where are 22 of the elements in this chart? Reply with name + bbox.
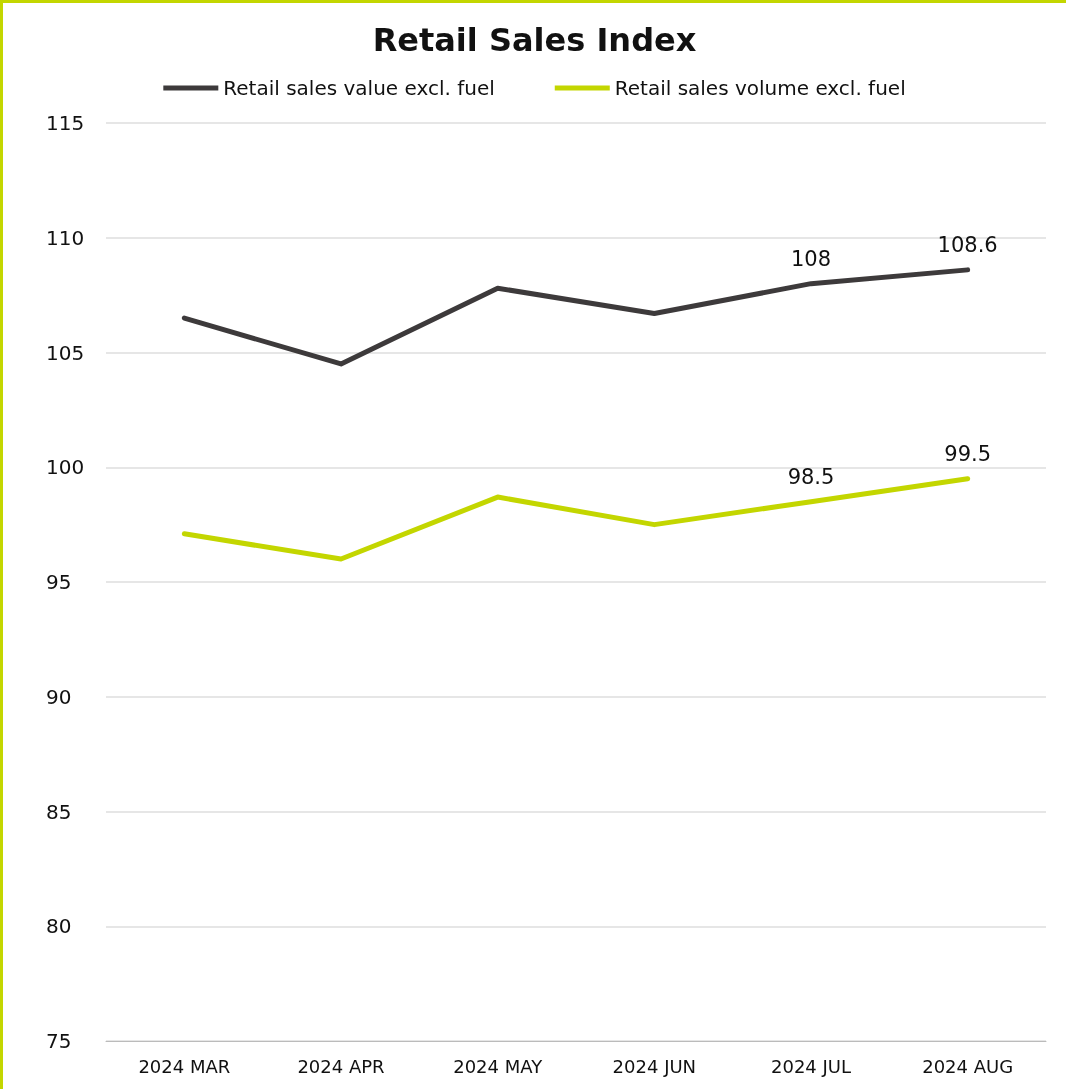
y-tick-label: 110 — [46, 225, 85, 250]
x-tick-label: 2024 APR — [297, 1055, 385, 1077]
y-tick-label: 100 — [46, 455, 85, 480]
y-tick-label: 95 — [46, 570, 72, 594]
y-tick-label: 105 — [46, 340, 85, 365]
x-tick-label: 2024 MAR — [138, 1055, 231, 1077]
x-tick-label: 2024 JUN — [612, 1055, 697, 1077]
y-tick-label: 85 — [46, 799, 72, 824]
legend-label: Retail sales value excl. fuel — [223, 76, 495, 100]
data-label: 108 — [790, 247, 832, 272]
legend-label: Retail sales volume excl. fuel — [614, 76, 906, 100]
x-tick-label: 2024 AUG — [922, 1055, 1014, 1077]
y-tick-label: 80 — [46, 914, 72, 939]
data-label: 99.5 — [944, 442, 992, 467]
x-tick-label: 2024 MAY — [453, 1055, 544, 1077]
chart-title: Retail Sales Index — [372, 21, 697, 59]
y-tick-label: 90 — [46, 684, 72, 709]
data-label: 108.6 — [937, 233, 998, 258]
y-tick-label: 75 — [46, 1029, 72, 1053]
y-tick-label: 115 — [46, 111, 85, 135]
data-label: 98.5 — [787, 465, 835, 490]
x-tick-label: 2024 JUL — [770, 1055, 852, 1077]
